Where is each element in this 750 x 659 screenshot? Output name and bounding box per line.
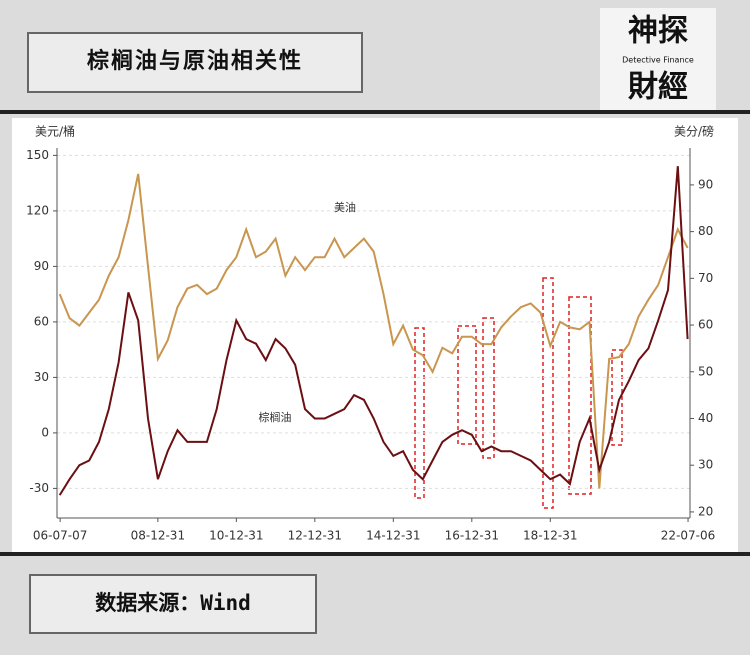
title-box: [27, 32, 363, 93]
x-tick-label: 22-07-06: [661, 529, 715, 543]
x-tick-label: 12-12-31: [288, 529, 342, 543]
x-tick-label: 10-12-31: [209, 529, 263, 543]
divider: [0, 110, 750, 114]
logo-top: 神探: [628, 14, 688, 49]
highlight-box: [611, 349, 623, 446]
highlight-box: [482, 317, 495, 459]
series-label: 美油: [334, 200, 356, 214]
source-box: [29, 574, 317, 634]
y2-axis-label: 美分/磅: [674, 124, 714, 139]
y-tick-label: 120: [26, 203, 49, 217]
series-label: 棕榈油: [259, 410, 292, 424]
chart-area: [12, 118, 738, 552]
y-tick-label: 0: [41, 425, 49, 439]
y2-tick-label: 60: [698, 318, 713, 332]
y-tick-label: 30: [34, 370, 49, 384]
y-tick-label: 60: [34, 314, 49, 328]
x-tick-label: 08-12-31: [131, 529, 185, 543]
y-tick-label: 90: [34, 259, 49, 273]
y2-tick-label: 20: [698, 504, 713, 518]
y-axis-label: 美元/桶: [35, 124, 75, 139]
logo-box: [600, 8, 716, 112]
highlight-box: [568, 296, 592, 495]
highlight-boxes: [414, 277, 623, 509]
series-line: [58, 173, 689, 489]
y2-tick-label: 80: [698, 224, 713, 238]
y2-tick-label: 90: [698, 177, 713, 191]
y2-tick-label: 40: [698, 411, 713, 425]
highlight-box: [457, 325, 477, 445]
highlight-box: [542, 277, 554, 509]
page-title: 棕榈油与原油相关性: [87, 48, 303, 74]
x-tick-label: 18-12-31: [523, 529, 577, 543]
y2-tick-label: 70: [698, 271, 713, 285]
logo-middle: Detective Finance: [622, 56, 694, 65]
y-tick-label: 150: [26, 148, 49, 162]
highlight-box: [414, 327, 425, 499]
source: 数据来源：Wind: [95, 591, 251, 615]
x-tick-label: 16-12-31: [445, 529, 499, 543]
divider: [0, 552, 750, 556]
y2-tick-label: 30: [698, 458, 713, 472]
y-tick-label: -30: [29, 481, 49, 495]
x-tick-label: 14-12-31: [366, 529, 420, 543]
series-line: [58, 166, 689, 496]
x-tick-label: 06-07-07: [33, 529, 87, 543]
logo-bottom: 財經: [628, 70, 688, 105]
y2-tick-label: 50: [698, 364, 713, 378]
